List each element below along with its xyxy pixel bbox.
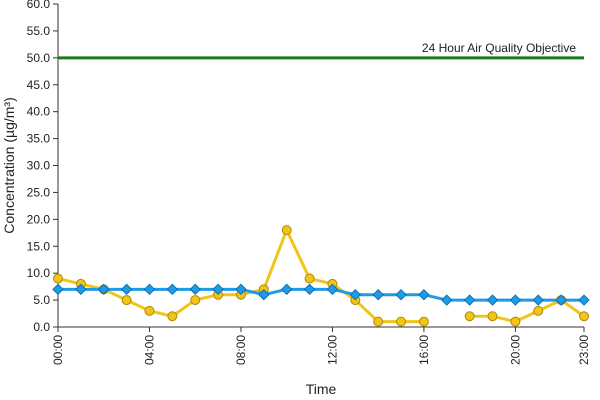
- data-point: [418, 316, 429, 327]
- data-point: [487, 311, 498, 322]
- y-tick-label: 40.0: [27, 105, 51, 119]
- x-tick-label: 23:00: [577, 335, 591, 365]
- series-0: [53, 225, 589, 327]
- y-tick-label: 20.0: [27, 212, 51, 226]
- x-tick-label: 08:00: [234, 335, 248, 365]
- data-point: [167, 311, 178, 322]
- y-tick-label: 5.0: [33, 293, 50, 307]
- reference-line-group: 24 Hour Air Quality Objective: [58, 41, 584, 60]
- series-line: [58, 287, 584, 302]
- data-point: [235, 283, 247, 296]
- series-group: [52, 225, 590, 327]
- y-axis-title: Concentration (µg/m³): [1, 97, 17, 233]
- y-tick-label: 30.0: [27, 159, 51, 173]
- x-tick-label: 12:00: [325, 335, 339, 365]
- x-tick-label: 20:00: [508, 335, 522, 365]
- y-axis: 0.0 5.0 10.0 15.0 20.0 25.0 30.0 35.0 40.0 45.0 50…: [27, 0, 59, 334]
- series-line: [469, 298, 585, 324]
- series-1: [52, 283, 590, 306]
- y-tick-label: 25.0: [27, 185, 51, 199]
- data-point: [52, 283, 64, 296]
- y-tick-label: 50.0: [27, 51, 51, 65]
- x-tick-label: 16:00: [417, 335, 431, 365]
- data-point: [533, 305, 544, 316]
- data-point: [189, 283, 201, 296]
- data-point: [75, 283, 87, 296]
- data-point: [258, 288, 270, 301]
- y-tick-label: 55.0: [27, 24, 51, 38]
- series-line: [57, 228, 424, 324]
- data-point: [53, 273, 63, 284]
- data-point: [281, 225, 292, 236]
- y-tick-label: 0.0: [33, 320, 50, 334]
- data-point: [212, 283, 224, 296]
- data-point: [555, 294, 567, 306]
- data-point: [373, 316, 384, 327]
- data-point: [532, 294, 544, 306]
- data-point: [190, 295, 201, 306]
- data-point: [143, 283, 156, 296]
- data-point: [396, 316, 407, 327]
- data-point: [121, 295, 132, 306]
- data-point: [304, 273, 315, 284]
- x-tick-label: 00:00: [51, 335, 65, 365]
- data-point: [120, 283, 133, 296]
- objective-label: 24 Hour Air Quality Objective: [422, 41, 576, 55]
- data-point: [579, 311, 589, 322]
- x-axis: 00:00 04:00 08:00 12:00 16:00 20:00 23:00: [51, 326, 591, 365]
- data-point: [98, 283, 110, 296]
- data-point: [578, 294, 590, 306]
- y-tick-label: 15.0: [27, 239, 51, 253]
- x-axis-title: Time: [306, 381, 337, 397]
- data-point: [510, 316, 521, 327]
- data-point: [509, 294, 522, 306]
- data-point: [280, 283, 293, 296]
- data-point: [349, 288, 362, 301]
- data-point: [464, 311, 475, 322]
- data-point: [418, 288, 430, 301]
- data-point: [303, 283, 316, 296]
- y-tick-label: 45.0: [27, 78, 51, 92]
- data-point: [166, 283, 179, 296]
- y-tick-label: 35.0: [27, 132, 51, 146]
- data-point: [326, 283, 339, 296]
- x-tick-label: 04:00: [142, 335, 156, 365]
- y-tick-label: 60.0: [27, 0, 51, 11]
- data-point: [395, 288, 407, 301]
- data-point: [486, 294, 499, 306]
- data-point: [372, 288, 384, 301]
- data-point: [463, 294, 476, 306]
- data-point: [144, 305, 155, 316]
- y-tick-label: 10.0: [27, 266, 51, 280]
- data-point: [441, 294, 453, 306]
